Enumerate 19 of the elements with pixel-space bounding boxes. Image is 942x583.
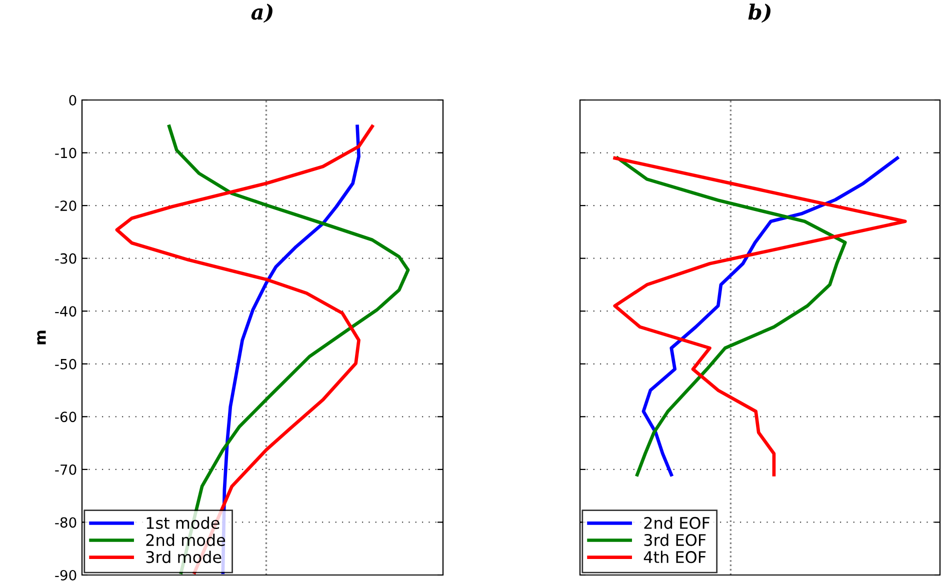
y-tick-label: -20 (55, 200, 76, 212)
y-tick-label: 0 (69, 94, 76, 106)
chart-title: b) (748, 4, 770, 23)
legend-label: 3rd mode (146, 550, 222, 564)
y-tick-label: -60 (55, 412, 76, 422)
y-tick-label: -70 (55, 464, 76, 475)
y-tick-label: -90 (55, 570, 76, 580)
chart-title: a) (251, 4, 272, 23)
y-tick-label: -30 (55, 253, 76, 264)
y-tick-label: -80 (55, 517, 76, 528)
y-axis-title: m (37, 330, 46, 344)
legend-label: 3rd EOF (644, 534, 706, 546)
y-tick-label: -10 (55, 148, 76, 158)
legend-label: 2nd EOF (644, 516, 710, 530)
y-tick-label: -50 (55, 358, 76, 370)
legend-label: 2nd mode (146, 534, 226, 546)
legend-label: 1st mode (146, 516, 220, 530)
legend-label: 4th EOF (644, 550, 706, 564)
y-tick-label: -40 (55, 306, 76, 317)
